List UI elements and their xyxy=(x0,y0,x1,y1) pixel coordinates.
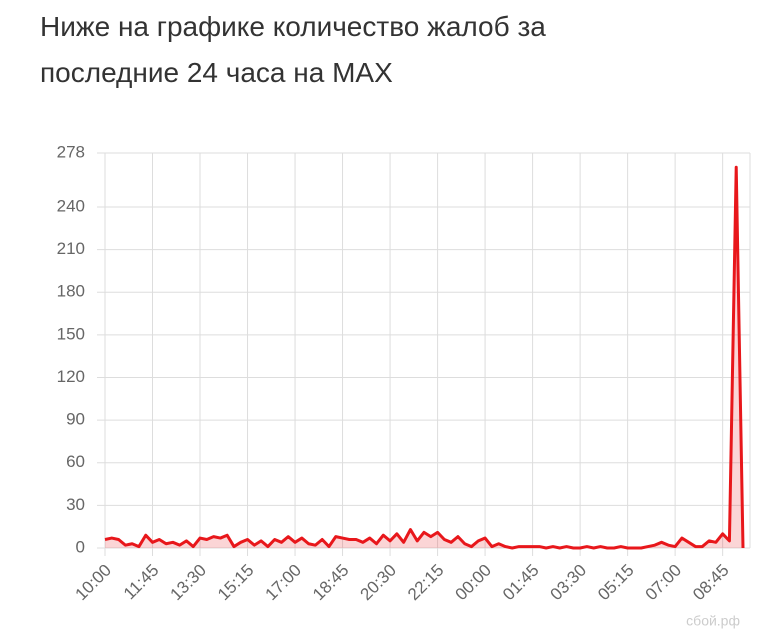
x-tick-label: 10:00 xyxy=(71,561,115,605)
x-tick-label: 15:15 xyxy=(214,561,258,605)
x-tick-label: 07:00 xyxy=(642,561,686,605)
x-tick-label: 20:30 xyxy=(357,561,401,605)
y-tick-label: 240 xyxy=(57,196,85,215)
y-tick-label: 120 xyxy=(57,367,85,386)
area xyxy=(105,167,743,549)
y-tick-label: 0 xyxy=(76,537,85,556)
x-tick-label: 08:45 xyxy=(689,561,733,605)
y-tick-label: 30 xyxy=(66,495,85,514)
watermark: сбой.рф xyxy=(686,613,740,629)
y-tick-label: 90 xyxy=(66,410,85,429)
x-tick-label: 13:30 xyxy=(167,561,211,605)
y-tick-label: 150 xyxy=(57,324,85,343)
x-tick-label: 01:45 xyxy=(499,561,543,605)
line xyxy=(104,165,745,550)
x-tick-label: 18:45 xyxy=(309,561,353,605)
x-tick-label: 00:00 xyxy=(452,561,496,605)
x-tick-label: 17:00 xyxy=(262,561,306,605)
x-tick-label: 11:45 xyxy=(120,561,163,604)
y-tick-label: 278 xyxy=(57,142,85,161)
y-tick-label: 210 xyxy=(57,239,85,258)
x-tick-label: 03:30 xyxy=(547,561,591,605)
chart-title: Ниже на графике количество жалоб за посл… xyxy=(40,11,546,88)
y-tick-label: 180 xyxy=(57,282,85,301)
x-tick-label: 22:15 xyxy=(404,561,448,605)
y-tick-label: 60 xyxy=(66,452,85,471)
x-tick-label: 05:15 xyxy=(594,561,638,605)
